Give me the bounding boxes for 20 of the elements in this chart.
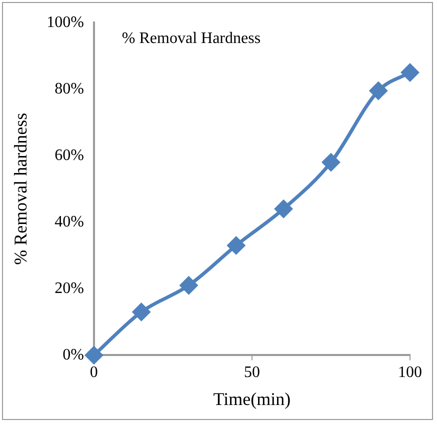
point <box>322 154 340 172</box>
point <box>274 200 292 218</box>
x-tick-label: 100 <box>398 364 422 382</box>
point <box>227 236 245 254</box>
point <box>85 346 103 364</box>
y-tick-label: 40% <box>54 213 84 230</box>
y-tick-label: 0% <box>62 346 84 364</box>
x-tick-label: 50 <box>244 364 260 382</box>
y-tick-label: 60% <box>54 146 84 164</box>
point <box>401 64 419 82</box>
point <box>180 276 198 294</box>
text: % Removal Hardness <box>122 30 261 47</box>
y-tick-label: 20% <box>54 280 84 297</box>
x-tick-label: 0 <box>90 364 98 382</box>
x-axis-title: Time(min) <box>213 388 291 409</box>
y-axis-title: % Removal hardness <box>10 112 31 265</box>
y-tick-label: 100% <box>46 14 84 31</box>
point <box>132 303 150 321</box>
y-tick-label: 80% <box>54 80 84 98</box>
point <box>370 82 388 100</box>
